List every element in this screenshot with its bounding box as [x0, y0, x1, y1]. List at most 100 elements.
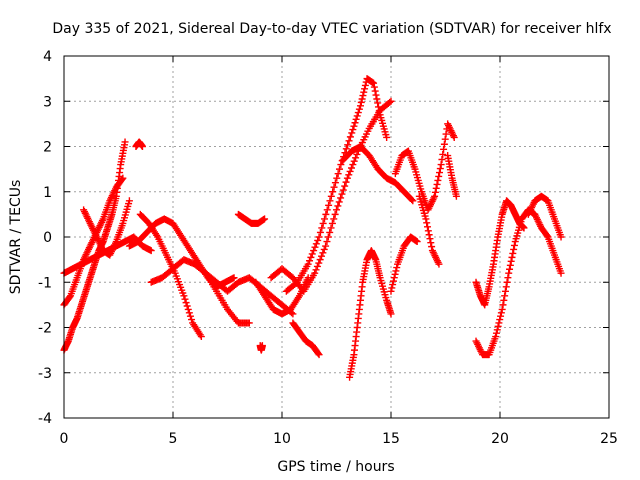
- series-track-t: [415, 192, 443, 268]
- x-tick-label: 0: [60, 431, 69, 447]
- data-point: [343, 174, 351, 182]
- data-point: [319, 219, 327, 227]
- data-point: [393, 264, 401, 272]
- data-point: [330, 215, 338, 223]
- data-point: [331, 210, 339, 218]
- y-tick-label: -4: [38, 411, 52, 427]
- data-point: [351, 119, 359, 127]
- data-point: [357, 98, 365, 106]
- data-point: [427, 239, 435, 247]
- data-point: [428, 243, 436, 251]
- data-point: [388, 284, 396, 292]
- series-track-q: [346, 247, 395, 381]
- data-point: [431, 188, 439, 196]
- data-point: [321, 215, 329, 223]
- data-point: [147, 247, 155, 255]
- data-point: [307, 253, 315, 261]
- data-point: [358, 95, 366, 103]
- data-point: [344, 141, 352, 149]
- data-point: [339, 186, 347, 194]
- data-point: [347, 164, 355, 172]
- data-point: [318, 224, 326, 232]
- data-point: [452, 192, 460, 200]
- data-point: [325, 201, 333, 209]
- data-point: [426, 235, 434, 243]
- data-point: [356, 102, 364, 110]
- data-point: [184, 305, 192, 313]
- data-point: [338, 190, 346, 198]
- data-point: [391, 270, 399, 278]
- y-tick-label: 3: [43, 94, 52, 110]
- data-point: [333, 174, 341, 182]
- data-point: [496, 316, 504, 324]
- data-point: [495, 319, 503, 327]
- data-point: [348, 129, 356, 137]
- data-point: [435, 260, 443, 268]
- data-point: [352, 115, 360, 123]
- data-point: [497, 312, 505, 320]
- data-point: [350, 122, 358, 130]
- data-point: [431, 192, 439, 200]
- data-point: [322, 210, 330, 218]
- data-point: [501, 292, 509, 300]
- data-point: [334, 202, 342, 210]
- data-point: [387, 310, 395, 318]
- data-point: [328, 219, 336, 227]
- data-point: [390, 274, 398, 282]
- data-point: [121, 138, 129, 146]
- data-point: [180, 292, 188, 300]
- data-point: [334, 170, 342, 178]
- data-point: [506, 265, 514, 273]
- series-track-n: [289, 319, 323, 359]
- data-point: [373, 95, 381, 103]
- x-axis-label: GPS time / hours: [277, 459, 394, 475]
- data-point: [333, 206, 340, 214]
- data-point: [360, 88, 368, 96]
- data-point: [324, 233, 332, 241]
- x-tick-label: 15: [382, 431, 400, 447]
- data-point: [435, 172, 443, 180]
- data-point: [327, 192, 335, 200]
- data-point: [503, 278, 511, 286]
- data-point: [261, 215, 269, 223]
- data-point: [371, 87, 379, 95]
- data-point: [353, 112, 361, 120]
- data-point: [341, 182, 349, 190]
- data-point: [370, 79, 378, 87]
- data-point: [506, 261, 514, 269]
- data-point: [374, 103, 382, 111]
- data-point: [424, 227, 432, 235]
- data-point: [359, 92, 367, 100]
- data-point: [557, 233, 565, 241]
- data-point: [361, 85, 369, 93]
- data-point: [125, 197, 133, 205]
- data-point: [387, 287, 395, 295]
- data-point: [119, 174, 127, 182]
- data-point: [197, 333, 205, 341]
- series-track-x: [524, 192, 565, 241]
- x-tick-label: 20: [491, 431, 509, 447]
- data-point: [315, 233, 323, 241]
- x-axis-ticks: 0 5 10 15 20 25: [60, 56, 618, 447]
- data-point: [557, 269, 565, 277]
- data-point: [245, 319, 253, 327]
- data-point: [315, 259, 323, 267]
- series-track-g: [136, 210, 205, 341]
- data-point: [413, 238, 421, 246]
- y-tick-label: 0: [43, 230, 52, 246]
- data-point: [306, 257, 314, 265]
- data-point: [408, 196, 416, 204]
- data-point: [508, 253, 516, 261]
- series-track-e: [132, 138, 146, 150]
- data-point: [331, 179, 339, 187]
- data-point: [289, 310, 297, 318]
- series-track-f: [125, 215, 238, 291]
- series-track-w: [472, 197, 528, 309]
- data-point: [258, 342, 266, 350]
- data-point: [505, 269, 513, 277]
- y-tick-label: 1: [43, 185, 52, 201]
- data-point: [500, 296, 508, 304]
- data-point: [345, 171, 353, 179]
- y-tick-label: -2: [38, 321, 52, 337]
- data-point: [387, 97, 395, 105]
